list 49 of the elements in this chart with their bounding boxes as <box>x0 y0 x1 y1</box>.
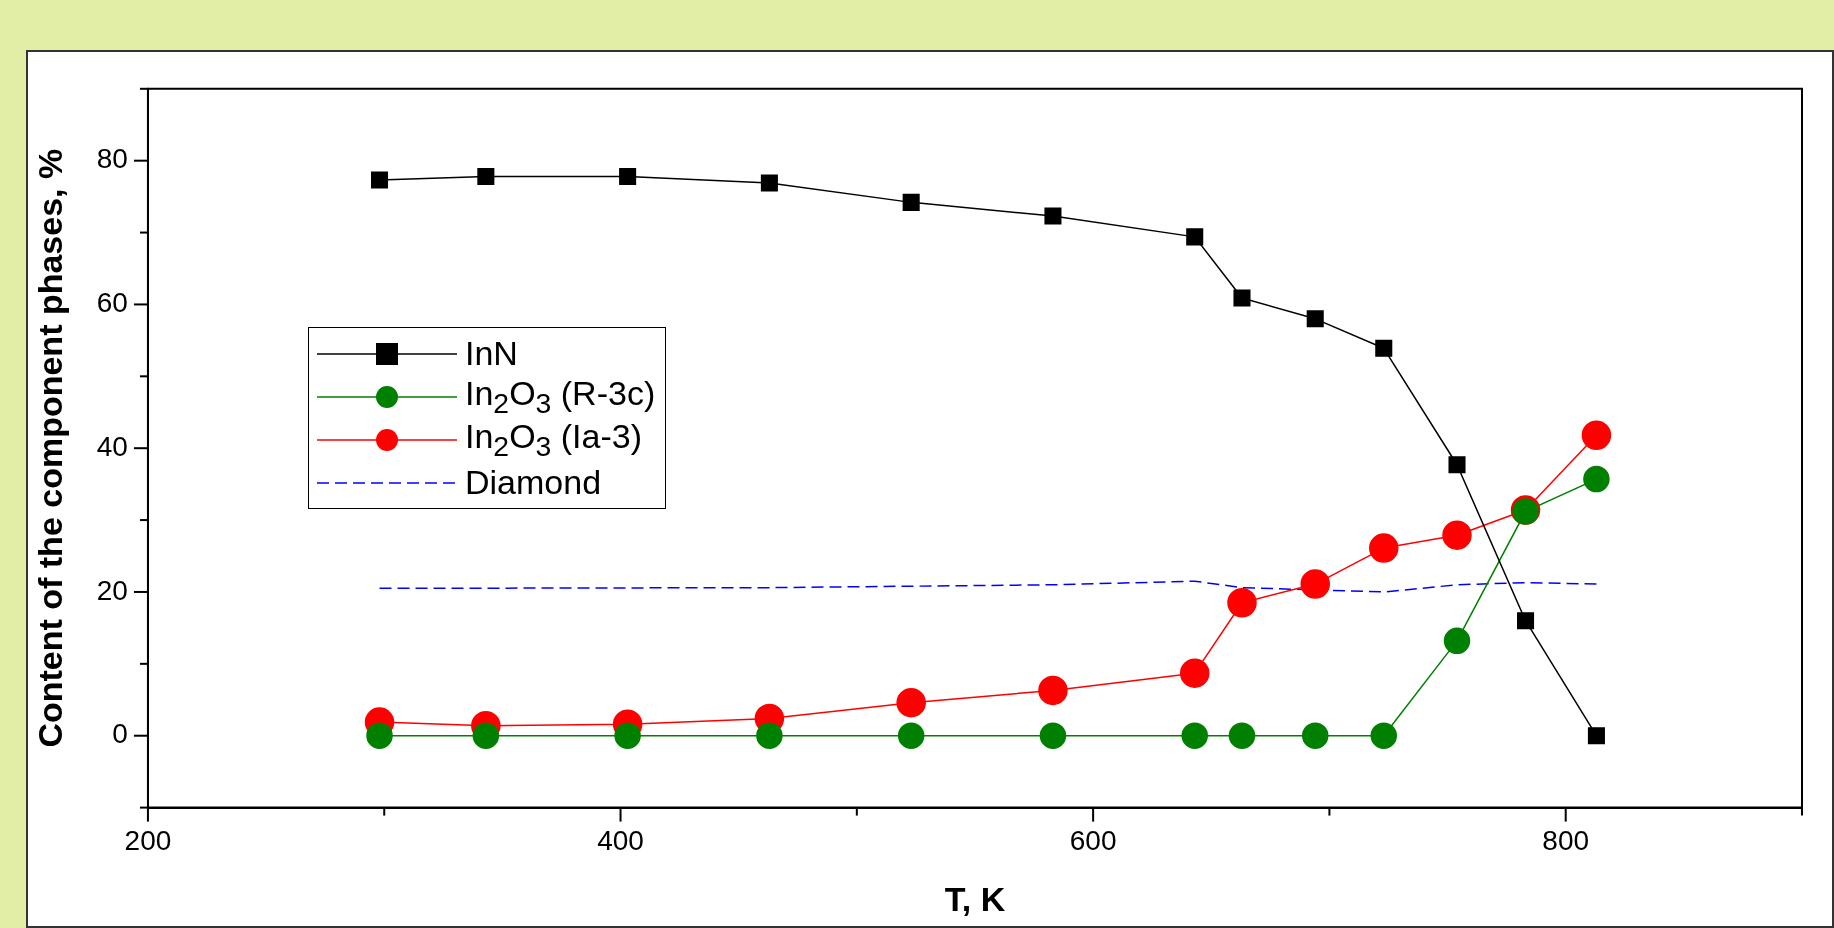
point <box>1044 207 1062 225</box>
point <box>1228 722 1256 749</box>
legend-label: Diamond <box>465 463 602 502</box>
y-tick-label: 80 <box>96 143 128 175</box>
point <box>1448 456 1466 474</box>
x-tick-label: 400 <box>597 825 644 857</box>
point <box>1306 310 1324 328</box>
point <box>756 722 783 749</box>
point <box>1442 520 1472 550</box>
point <box>1227 587 1257 618</box>
x-tick-label: 800 <box>1542 825 1590 857</box>
point <box>472 722 500 749</box>
x-axis-title: T, K <box>944 879 1006 918</box>
y-tick-label: 40 <box>96 430 128 462</box>
point <box>1370 722 1398 749</box>
point <box>760 174 778 192</box>
point <box>477 167 495 186</box>
point <box>1443 627 1471 655</box>
legend-label: InN <box>465 334 518 373</box>
y-axis-title: Content of the component phases, % <box>30 148 69 748</box>
point <box>1587 727 1605 745</box>
point <box>902 193 920 211</box>
point <box>1038 675 1068 706</box>
legend-label: In$_{2}$O$_{3}$ (R-3c) <box>465 373 656 419</box>
point <box>897 722 925 749</box>
point <box>1369 533 1399 563</box>
point <box>366 722 393 749</box>
point <box>1301 722 1329 749</box>
point <box>1181 722 1208 749</box>
point <box>1583 465 1610 493</box>
point <box>1375 339 1393 357</box>
point <box>1186 228 1204 246</box>
x-tick-label: 600 <box>1069 825 1117 857</box>
legend-label: In$_{2}$O$_{3}$ (Ia-3) <box>465 416 643 463</box>
point <box>1039 722 1067 749</box>
point <box>614 722 641 749</box>
point <box>896 687 926 718</box>
y-tick-label: 0 <box>112 718 128 750</box>
point <box>619 167 637 186</box>
point <box>1300 569 1330 599</box>
y-tick-label: 60 <box>96 287 128 319</box>
point <box>1517 612 1535 630</box>
point <box>1581 420 1612 451</box>
point <box>1179 658 1210 688</box>
point <box>370 171 389 189</box>
x-tick-label: 200 <box>124 825 172 857</box>
y-tick-label: 20 <box>96 574 128 606</box>
line-series <box>378 580 1598 593</box>
point <box>1233 289 1251 307</box>
